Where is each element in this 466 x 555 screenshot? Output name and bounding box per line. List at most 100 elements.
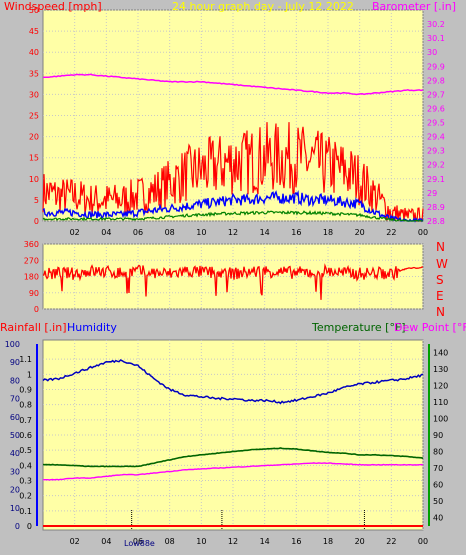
temperature-y-tick-label: 110	[433, 398, 448, 407]
temperature-y-tick-label: 40	[433, 514, 443, 523]
compass-letter: N	[436, 305, 445, 319]
winddir-y-ticks: 0 90 180 270 360	[24, 240, 39, 314]
barometer-y-tick-label: 29.5	[427, 119, 445, 128]
rain-y-tick-label: 0.2	[19, 492, 32, 501]
compass-letters: N W S E N	[436, 240, 448, 319]
wind-y-tick-label: 5	[34, 196, 39, 205]
x-tick-label: 08	[165, 537, 175, 546]
average-wind-line	[42, 210, 424, 222]
temperature-y-tick-label: 60	[433, 481, 443, 490]
barometer-y-tick-label: 30.1	[427, 34, 445, 43]
x-tick-label: 22	[386, 228, 396, 237]
humidity-line	[42, 359, 424, 405]
rain-y-ticks: 0 0.1 0.2 0.3 0.4 0.5 0.6 0.7 0.8 0.9 1 1.1	[19, 355, 32, 531]
dewpoint-label: Dew Point [°F]	[394, 321, 466, 334]
wind-y-tick-label: 40	[29, 48, 39, 57]
wind-grid	[43, 9, 424, 222]
temperature-y-tick-label: 50	[433, 497, 443, 506]
x-tick-label: 18	[323, 228, 333, 237]
winddir-y-tick-label: 90	[29, 289, 39, 298]
humidity-y-tick-label: 90	[10, 358, 20, 367]
rain-y-tick-label: 0.3	[19, 477, 32, 486]
x-tick-label: 00	[418, 228, 428, 237]
graph-title: 24 hour graph day - July 12 2022	[172, 0, 354, 13]
humidity-y-tick-label: 100	[5, 340, 20, 349]
dewpoint-line	[42, 462, 424, 481]
winddir-y-tick-label: 360	[24, 240, 39, 249]
wind-y-tick-label: 45	[29, 27, 39, 36]
temperature-line	[42, 447, 424, 468]
winddir-grid	[43, 243, 424, 310]
humidity-y-tick-label: 10	[10, 504, 20, 513]
barometer-y-tick-label: 30.2	[427, 20, 445, 29]
wind-y-tick-label: 25	[29, 112, 39, 121]
temp-series	[42, 359, 424, 530]
barometer-line	[42, 73, 424, 96]
rain-y-tick-label: 1	[27, 370, 32, 379]
humidity-y-tick-label: 30	[10, 467, 20, 476]
rain-y-tick-label: 0.4	[19, 461, 32, 470]
compass-letter: E	[436, 289, 444, 303]
wind-x-ticks: 02 04 06 08 10 12 14 16 18 20 22 00	[70, 228, 429, 237]
winddir-y-tick-label: 0	[34, 305, 39, 314]
humidity-y-tick-label: 70	[10, 395, 20, 404]
compass-letter: N	[436, 240, 445, 254]
humidity-y-tick-label: 60	[10, 413, 20, 422]
rain-y-tick-label: 0	[27, 522, 32, 531]
x-tick-label: 22	[386, 537, 396, 546]
wind-y-tick-label: 15	[29, 154, 39, 163]
barometer-y-tick-label: 29.6	[427, 104, 445, 113]
x-tick-label: 04	[101, 537, 111, 546]
humidity-y-tick-label: 40	[10, 449, 20, 458]
x-tick-label: 16	[291, 228, 301, 237]
x-tick-label: 12	[228, 228, 238, 237]
x-tick-label: 02	[70, 537, 80, 546]
wind-direction-chart: 0 90 180 270 360 N W S E N	[24, 240, 448, 319]
wind-series	[42, 73, 424, 223]
compass-letter: S	[436, 273, 444, 287]
barometer-y-tick-label: 29.2	[427, 161, 445, 170]
humidity-y-tick-label: 80	[10, 376, 20, 385]
temperature-label: Temperature [°F]	[311, 321, 406, 334]
wind-y-tick-label: 20	[29, 133, 39, 142]
barometer-y-tick-label: 29	[427, 189, 437, 198]
x-tick-label: 06	[133, 537, 143, 546]
barometer-y-tick-label: 29.8	[427, 76, 445, 85]
x-tick-label: 08	[165, 228, 175, 237]
winddir-series	[42, 263, 423, 300]
barometer-y-tick-label: 29.7	[427, 90, 445, 99]
x-tick-label: 14	[260, 537, 270, 546]
barometer-label: Barometer [.in]	[372, 0, 456, 13]
wind-y-tick-label: 10	[29, 175, 39, 184]
windspeed-line	[42, 190, 424, 223]
rain-y-tick-label: 0.5	[19, 446, 32, 455]
x-tick-label: 04	[101, 228, 111, 237]
barometer-y-tick-label: 28.8	[427, 217, 445, 226]
barometer-y-tick-label: 29.1	[427, 175, 445, 184]
barometer-y-tick-label: 29.9	[427, 62, 445, 71]
x-tick-label: 12	[228, 537, 238, 546]
barometer-y-tick-label: 29.3	[427, 147, 445, 156]
wind-y-ticks: 0 5 10 15 20 25 30 35 40 45 50	[29, 6, 39, 226]
x-tick-label: 14	[260, 228, 270, 237]
temperature-y-tick-label: 140	[433, 348, 448, 357]
barometer-y-tick-label: 30	[427, 48, 437, 57]
temperature-y-tick-label: 130	[433, 365, 448, 374]
wind-y-tick-label: 50	[29, 6, 39, 15]
barometer-y-tick-label: 29.4	[427, 133, 445, 142]
gust-line	[42, 122, 424, 222]
x-tick-label: 16	[291, 537, 301, 546]
wind-y-tick-label: 0	[34, 217, 39, 226]
x-tick-label: 20	[355, 228, 365, 237]
humidity-y-tick-label: 0	[15, 522, 20, 531]
windspeed-label: Windspeed [mph]	[4, 0, 102, 13]
x-tick-label: 06	[133, 228, 143, 237]
wind-y-tick-label: 30	[29, 90, 39, 99]
winddir-line	[42, 263, 423, 300]
x-tick-label: 10	[196, 537, 206, 546]
winddir-y-tick-label: 270	[24, 256, 39, 265]
temperature-y-tick-label: 90	[433, 431, 443, 440]
rain-y-tick-label: 0.7	[19, 416, 32, 425]
